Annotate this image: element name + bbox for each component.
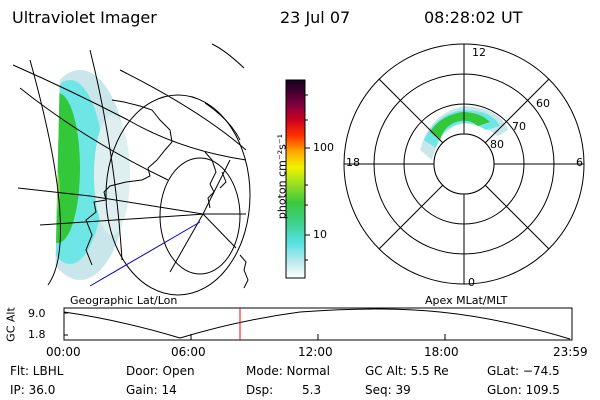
polar-plot [343, 43, 585, 285]
gc-alt-info: GC Alt: 5.5 Re [365, 364, 449, 378]
color-bar [285, 79, 310, 279]
app-title: Ultraviolet Imager [12, 8, 157, 27]
dsp-value: 5.3 [302, 383, 322, 397]
lat-label-60: 60 [536, 97, 550, 110]
door-info: Door: Open [126, 364, 195, 378]
flt-info: Flt: LBHL [10, 364, 64, 378]
mlt-label-12: 12 [472, 46, 486, 59]
ip-info: IP: 36.0 [10, 383, 56, 397]
satellite-track [89, 221, 201, 287]
x-tick-00-00: 00:00 [46, 345, 81, 359]
mlt-label-18: 18 [346, 156, 360, 169]
mode-info: Mode: Normal [246, 364, 330, 378]
x-tick-18-00: 18:00 [424, 345, 459, 359]
date-label: 23 Jul 07 [280, 8, 351, 27]
altitude-plot [63, 307, 573, 341]
gain-info: Gain: 14 [126, 383, 177, 397]
geographic-map [12, 43, 251, 296]
lat-label-70: 70 [512, 120, 526, 133]
mlt-label-6: 6 [576, 156, 583, 169]
glon-info: GLon: 109.5 [487, 383, 560, 397]
time-label: 08:28:02 UT [424, 8, 523, 27]
geo-panel-label: Geographic Lat/Lon [70, 294, 178, 307]
altitude-ytick-1-8: 1.8 [28, 328, 46, 341]
mlt-label-0: 0 [468, 276, 475, 289]
x-tick-12-00: 12:00 [298, 345, 333, 359]
lat-label-80: 80 [490, 138, 504, 151]
aurora-image-polar [420, 106, 508, 160]
seq-info: Seq: 39 [365, 383, 411, 397]
colorbar-unit-label: photon cm⁻²s⁻¹ [275, 133, 289, 220]
altitude-ytick-9: 9.0 [28, 307, 46, 320]
apex-panel-label: Apex MLat/MLT [425, 294, 508, 307]
colorbar-tick-10: 10 [313, 228, 327, 241]
dsp-label: Dsp: [246, 383, 274, 397]
x-tick-06-00: 06:00 [171, 345, 206, 359]
altitude-ylabel: GC Alt [4, 307, 18, 342]
colorbar-tick-100: 100 [313, 141, 334, 154]
aurora-image-geo [55, 70, 130, 280]
altitude-curve [63, 308, 571, 340]
glat-info: GLat: −74.5 [487, 364, 560, 378]
x-tick-23-59: 23:59 [553, 345, 588, 359]
